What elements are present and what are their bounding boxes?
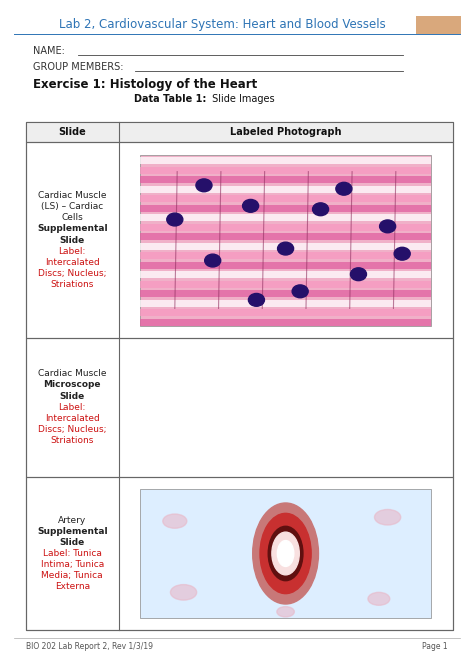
Text: Cells: Cells [62,214,83,222]
Ellipse shape [277,607,294,617]
Bar [140,205,431,212]
Bar [26,122,453,630]
Ellipse shape [394,247,410,260]
Text: Labeled Photograph: Labeled Photograph [230,128,341,137]
Bar [140,319,431,325]
Ellipse shape [253,503,319,604]
Text: Supplemental: Supplemental [37,224,108,233]
Ellipse shape [336,182,352,195]
Text: Slide: Slide [60,392,85,401]
Bar [140,233,431,240]
Text: Cardiac Muscle: Cardiac Muscle [38,370,107,378]
Ellipse shape [292,285,308,298]
Text: Artery: Artery [58,515,86,525]
Ellipse shape [380,220,396,233]
Text: Cardiac Muscle: Cardiac Muscle [38,192,107,200]
Text: GROUP MEMBERS:: GROUP MEMBERS: [33,62,124,72]
Bar [26,337,453,476]
Bar [26,142,453,337]
Text: Data Table 1:: Data Table 1: [134,94,206,103]
Text: Discs; Nucleus;: Discs; Nucleus; [38,269,107,278]
Text: Intercalated: Intercalated [45,258,100,267]
Ellipse shape [374,509,401,525]
Bar [140,155,431,325]
Text: Exercise 1: Histology of the Heart: Exercise 1: Histology of the Heart [33,78,257,91]
Ellipse shape [196,179,212,192]
Ellipse shape [277,540,294,566]
Text: Striations: Striations [51,280,94,289]
Text: Supplemental: Supplemental [37,527,108,536]
Bar [140,271,431,278]
Ellipse shape [312,203,328,216]
Bar [140,290,431,297]
Text: Intima; Tunica: Intima; Tunica [41,560,104,569]
Text: Slide Images: Slide Images [209,94,274,103]
Ellipse shape [205,254,221,267]
Ellipse shape [243,200,259,212]
Text: Discs; Nucleus;: Discs; Nucleus; [38,425,107,434]
Ellipse shape [171,585,197,600]
Bar [140,195,431,202]
Text: Striations: Striations [51,436,94,445]
Ellipse shape [248,294,264,306]
Bar [140,300,431,306]
Ellipse shape [167,213,183,226]
Bar [140,157,431,164]
Ellipse shape [350,268,366,281]
Text: NAME:: NAME: [33,46,65,56]
Text: Externa: Externa [55,582,90,591]
Text: Microscope: Microscope [44,380,101,390]
Bar [140,176,431,183]
Bar [140,261,431,269]
Text: Slide: Slide [60,236,85,245]
Text: Slide: Slide [60,538,85,547]
Ellipse shape [163,514,187,528]
Ellipse shape [260,513,311,593]
Text: BIO 202 Lab Report 2, Rev 1/3/19: BIO 202 Lab Report 2, Rev 1/3/19 [26,642,153,651]
Text: Page 1: Page 1 [422,642,448,651]
Text: Media; Tunica: Media; Tunica [41,571,103,580]
Text: Intercalated: Intercalated [45,414,100,423]
FancyBboxPatch shape [416,16,461,34]
Bar [140,309,431,316]
Text: Slide: Slide [58,128,86,137]
Text: Label:: Label: [59,403,86,412]
Bar [140,185,431,193]
Bar [140,252,431,259]
Bar [140,214,431,221]
Text: Label:: Label: [59,247,86,255]
Text: Label: Tunica: Label: Tunica [43,549,102,558]
Text: (LS) – Cardiac: (LS) – Cardiac [41,202,103,211]
Bar [26,122,453,142]
Bar [140,224,431,230]
Ellipse shape [272,532,299,575]
Bar [140,489,431,618]
Bar [26,476,453,630]
Ellipse shape [278,242,293,255]
Ellipse shape [368,592,390,605]
Ellipse shape [268,526,303,581]
Text: Lab 2, Cardiovascular System: Heart and Blood Vessels: Lab 2, Cardiovascular System: Heart and … [59,18,386,32]
Bar [140,167,431,173]
Bar [140,281,431,288]
Bar [140,243,431,249]
